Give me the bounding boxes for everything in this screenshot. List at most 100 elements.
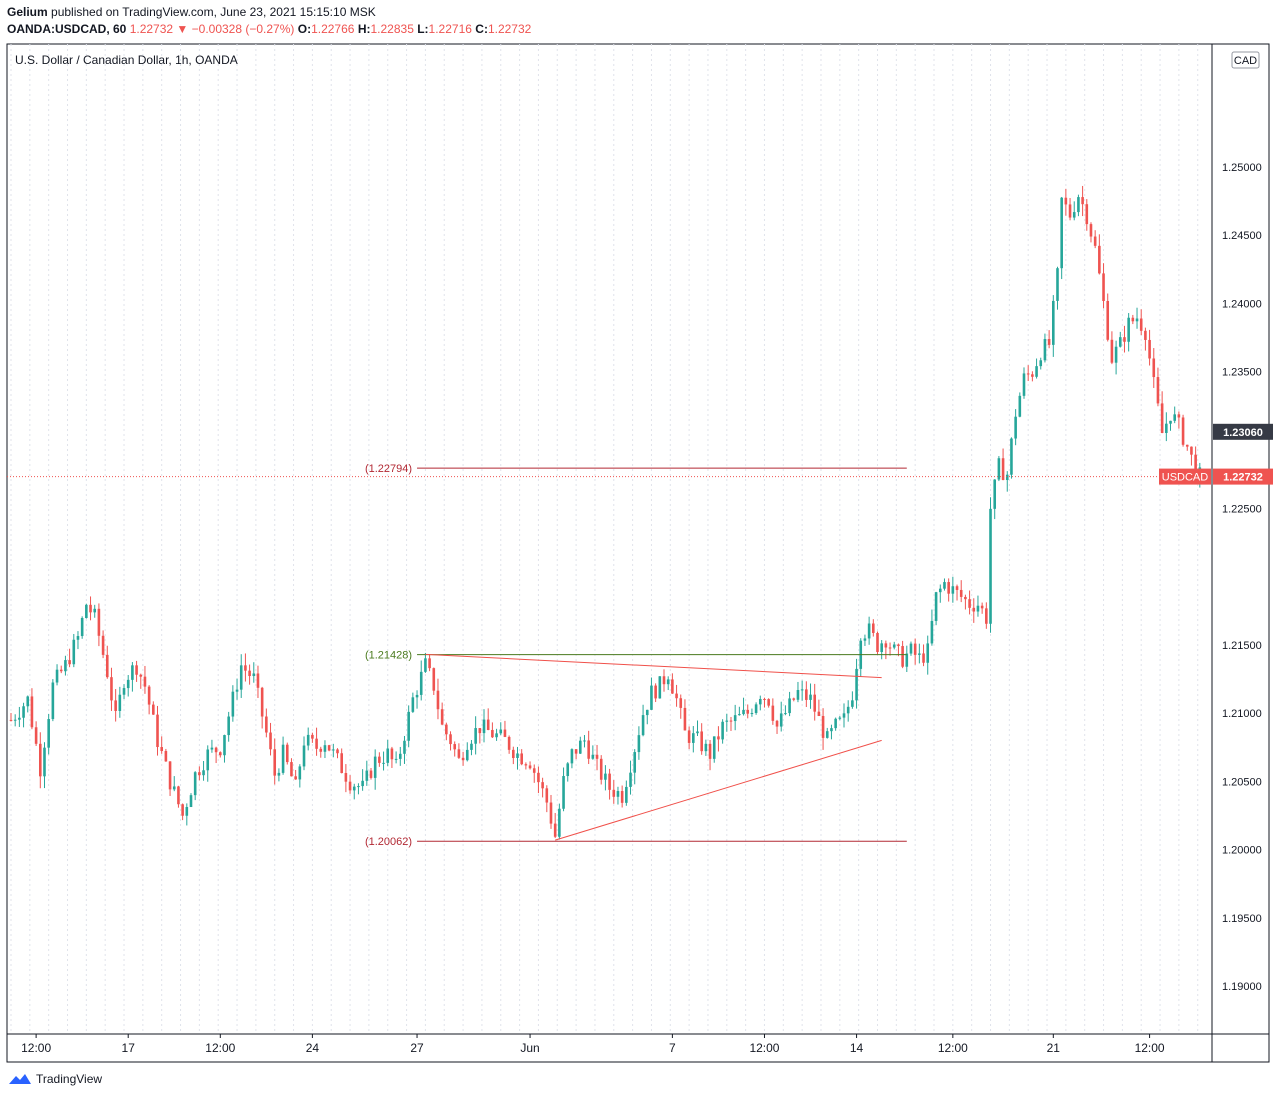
candle-body [59,669,63,672]
candle-body [612,789,616,797]
candle-body [708,743,712,759]
x-tick-label: 12:00 [1135,1041,1165,1055]
candle-body [126,679,130,689]
candle-body [160,747,163,752]
candle-body [131,665,134,680]
candle-body [168,761,172,790]
candle-body [449,734,452,745]
candle-body [825,731,829,738]
candle-body [855,668,858,701]
candle-body [754,704,758,713]
ohlc-line: OANDA:USDCAD, 60 1.22732 ▼ −0.00328 (−0.… [7,22,531,36]
candle-body [89,604,92,613]
y-tick-label: 1.20000 [1222,845,1262,857]
candle-body [1056,268,1059,301]
footer-brand-label: TradingView [36,1072,103,1086]
candle-body [662,676,666,685]
candle-body [281,744,285,773]
candle-body [884,643,888,648]
candle-body [198,772,201,776]
open-value: 1.22766 [311,22,355,36]
candle-body [210,747,214,750]
candle-body [348,781,352,791]
candle-body [930,620,934,644]
candle-body [323,745,327,752]
candle-body [1173,414,1176,421]
candle-body [202,770,205,776]
candle-body [315,738,318,749]
candle-body [905,653,909,667]
candle-body [574,749,578,754]
candle-body [1165,423,1168,433]
candle-body [872,623,875,633]
candle-body [650,685,653,710]
trendline [555,739,882,841]
y-tick-label: 1.20500 [1222,776,1262,788]
candle-body [239,665,243,690]
candle-body [344,773,348,782]
candle-body [214,747,218,753]
candle-body [712,736,716,759]
candle-body [1005,474,1009,480]
candle-body [470,743,473,750]
candle-body [248,670,251,677]
candle-body [1118,337,1122,347]
candle-body [1035,366,1038,377]
candle-body [779,713,783,727]
candle-body [256,673,260,688]
candle-body [897,644,900,647]
candle-body [771,705,775,721]
high-label: H: [357,22,371,36]
candle-body [1047,339,1051,345]
candle-body [654,685,657,699]
candle-body [285,744,289,763]
candle-body [440,709,444,725]
candle-body [1169,420,1172,424]
candle-body [880,643,883,653]
candle-body [683,707,687,731]
candle-body [436,690,440,710]
candle-body [453,744,457,750]
x-tick-label: Jun [520,1041,539,1055]
candle-body [101,635,105,655]
candles [9,185,1202,840]
candle-body [499,729,503,734]
candle-body [1068,204,1072,218]
candle-body [206,749,210,771]
candle-body [524,764,528,766]
tradingview-logo-icon [9,1074,31,1084]
candle-body [629,772,632,787]
candle-body [1031,374,1034,377]
x-tick-label: 27 [410,1041,424,1055]
last-price-label: 1.22732 [1223,472,1263,484]
candle-body [327,745,331,751]
candle-body [403,740,406,754]
author-name[interactable]: Gelium [7,5,48,19]
candle-body [428,658,431,669]
candle-body [491,729,494,738]
candle-body [93,608,97,613]
candle-body [181,804,184,816]
candle-body [620,791,624,803]
candle-body [671,679,674,694]
candle-body [235,689,239,692]
candle-body [775,720,779,727]
candle-body [1014,416,1017,439]
candle-body [407,711,410,741]
footer-brand[interactable]: TradingView [8,1072,102,1086]
candle-body [821,715,825,738]
candle-body [298,766,302,780]
candle-body [1114,346,1118,363]
candle-body [1001,458,1005,480]
candle-body [591,754,595,759]
candle-body [532,768,536,773]
x-tick-label: 12:00 [749,1041,779,1055]
candle-body [244,665,247,671]
candle-body [122,688,126,695]
candle-body [918,653,921,655]
x-tick-label: 14 [850,1041,864,1055]
open-label: O: [297,22,312,36]
close-label: C: [475,22,488,36]
